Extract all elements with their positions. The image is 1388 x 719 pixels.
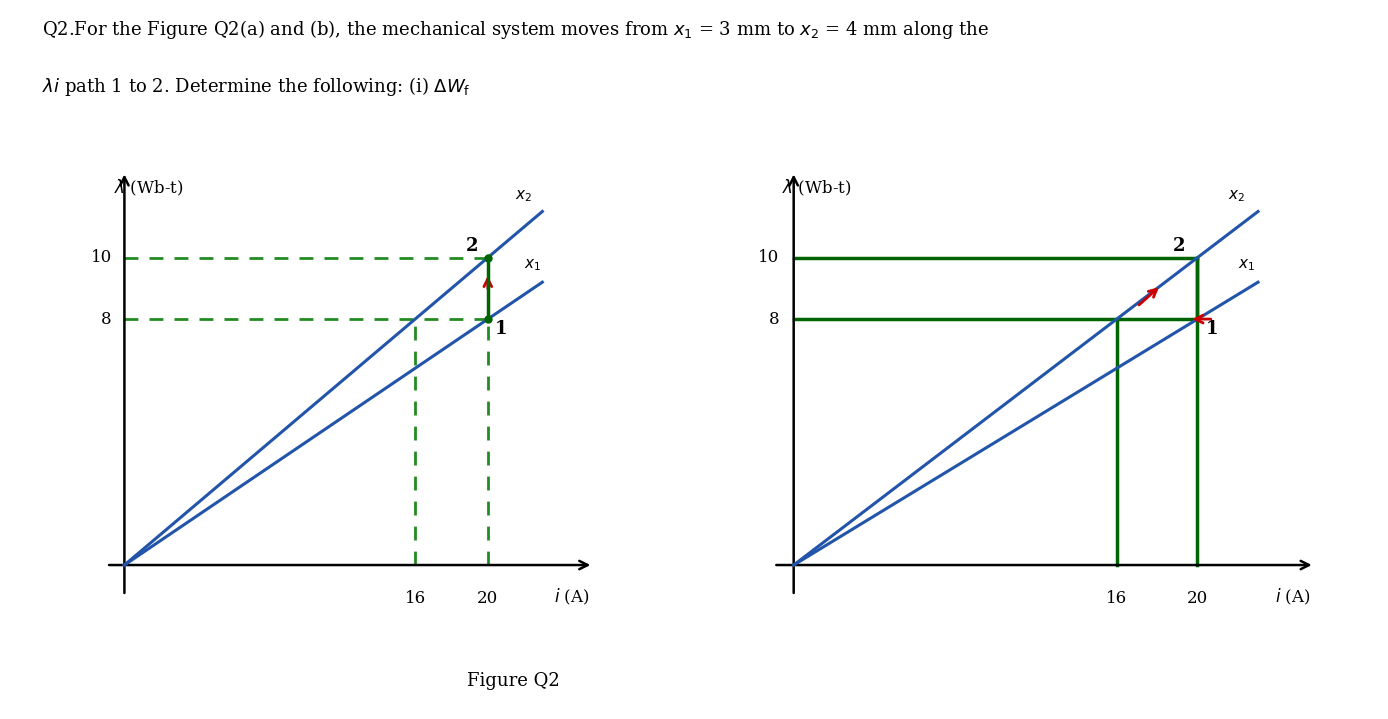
Text: 2: 2 (1173, 237, 1185, 255)
Text: 16: 16 (404, 590, 426, 607)
Text: Q2.For the Figure Q2(a) and (b), the mechanical system moves from $x_1$ = 3 mm t: Q2.For the Figure Q2(a) and (b), the mec… (42, 18, 988, 41)
Text: $\lambda$ (Wb-t): $\lambda$ (Wb-t) (114, 178, 183, 198)
Text: Figure Q2: Figure Q2 (468, 672, 559, 690)
Text: $x_2$: $x_2$ (515, 188, 532, 203)
Text: 2: 2 (466, 237, 479, 255)
Text: $x_1$: $x_1$ (525, 257, 541, 273)
Text: 8: 8 (769, 311, 780, 328)
Text: $\lambda$ (Wb-t): $\lambda$ (Wb-t) (781, 178, 851, 198)
Text: $i$ (A): $i$ (A) (554, 587, 590, 607)
Text: 20: 20 (1187, 590, 1208, 607)
Text: $x_1$: $x_1$ (1238, 257, 1255, 273)
Text: $i$ (A): $i$ (A) (1276, 587, 1310, 607)
Text: 8: 8 (101, 311, 111, 328)
Text: 20: 20 (477, 590, 498, 607)
Text: 1: 1 (496, 321, 508, 339)
Text: $x_2$: $x_2$ (1228, 188, 1245, 203)
Text: 10: 10 (758, 249, 780, 266)
Text: 16: 16 (1106, 590, 1127, 607)
Text: 1: 1 (1206, 321, 1219, 339)
Text: 10: 10 (90, 249, 111, 266)
Text: $\lambda i$ path 1 to 2. Determine the following: (i) $\Delta W_{\mathrm{f}}$: $\lambda i$ path 1 to 2. Determine the f… (42, 75, 471, 99)
